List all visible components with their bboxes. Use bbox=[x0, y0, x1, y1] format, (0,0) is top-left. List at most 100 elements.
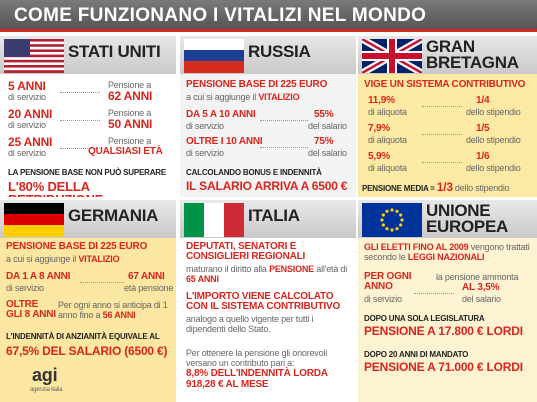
label: di servizio bbox=[8, 120, 46, 130]
leader bbox=[260, 120, 308, 121]
fraction: 1/6 bbox=[476, 151, 490, 162]
leader bbox=[422, 162, 462, 163]
key: LEGGI NAZIONALI bbox=[407, 252, 485, 262]
note: PENSIONE MEDIA = 1/3 dello stipendio bbox=[362, 181, 510, 194]
leader bbox=[60, 120, 100, 121]
leader bbox=[80, 282, 124, 283]
panel-germany: GERMANIA PENSIONE BASE DI 225 EURO a cui… bbox=[0, 200, 176, 402]
panel-russia: RUSSIA PENSIONE BASE DI 225 EURO a cui s… bbox=[180, 36, 356, 197]
text: analogo a quello vigente per tutti i dip… bbox=[186, 314, 314, 334]
label: Pensione a bbox=[108, 108, 152, 118]
panel-header: STATI UNITI bbox=[0, 36, 176, 74]
rate: 7,9% bbox=[368, 123, 390, 134]
flag-italy bbox=[184, 203, 244, 237]
age: 62 ANNI bbox=[108, 89, 153, 103]
label: di aliquota bbox=[368, 107, 407, 117]
label: di aliquota bbox=[368, 135, 407, 145]
panel-header: UNIONE EUROPEA bbox=[358, 200, 537, 238]
line: maturano il diritto alla PENSIONE all'et… bbox=[186, 264, 351, 284]
label: Pensione a bbox=[108, 136, 152, 146]
pct: AL 3,5% bbox=[462, 282, 500, 293]
age: 65 ANNI bbox=[186, 274, 219, 284]
highlight: 8,8% DELL'INDENNITÀ LORDA bbox=[186, 368, 328, 379]
text: a cui si aggiunge il bbox=[186, 92, 257, 102]
country-name: GERMANIA bbox=[68, 206, 159, 225]
line: GLI ELETTI FINO AL 2009 vengono trattati… bbox=[364, 242, 534, 262]
pct: 55% bbox=[314, 109, 334, 120]
highlight: PENSIONE A 17.800 € LORDI bbox=[364, 324, 523, 338]
years: OLTRE I 10 ANNI bbox=[186, 136, 263, 147]
label: Pensione a bbox=[108, 80, 152, 90]
fraction: 1/4 bbox=[476, 95, 490, 106]
intro: VIGE UN SISTEMA CONTRIBUTIVO bbox=[364, 79, 526, 90]
heading: GLI ELETTI FINO AL 2009 bbox=[364, 242, 469, 252]
text: PENSIONE MEDIA = bbox=[362, 184, 435, 193]
fraction: 1/5 bbox=[476, 123, 490, 134]
age: QUALSIASI ETÀ bbox=[88, 146, 163, 157]
flag-usa bbox=[4, 39, 64, 73]
years: DA 5 A 10 ANNI bbox=[186, 109, 256, 120]
leader bbox=[422, 134, 462, 135]
panel-italy: ITALIA DEPUTATI, SENATORI E CONSIGLIERI … bbox=[180, 200, 356, 402]
text: all'età di bbox=[316, 264, 348, 274]
age: 56 ANNI bbox=[102, 310, 136, 320]
label: del salario bbox=[308, 121, 347, 131]
years: PER OGNI ANNO bbox=[364, 271, 412, 292]
text: Per ogni anno si anticipa di 1 anno fino… bbox=[58, 300, 168, 320]
label: di servizio bbox=[364, 294, 402, 304]
title: COME FUNZIONANO I VITALIZI NEL MONDO bbox=[0, 0, 537, 32]
years: OLTRE GLI 8 ANNI bbox=[6, 299, 56, 320]
leader bbox=[60, 92, 100, 93]
panel-header: RUSSIA bbox=[180, 36, 356, 74]
flag-uk bbox=[362, 39, 422, 73]
panel-header: GERMANIA bbox=[0, 200, 176, 238]
highlight: IL SALARIO ARRIVA A 6500 € bbox=[186, 179, 348, 193]
label: dello stipendio bbox=[466, 163, 521, 173]
heading: L'IMPORTO VIENE CALCOLATO CON IL SISTEMA… bbox=[186, 291, 341, 312]
line: Per ogni anno si anticipa di 1 anno fino… bbox=[58, 300, 174, 320]
panel-uk: GRAN BRETAGNA VIGE UN SISTEMA CONTRIBUTI… bbox=[358, 36, 537, 197]
years: 5 ANNI bbox=[8, 79, 46, 93]
country-name: GRAN BRETAGNA bbox=[426, 37, 519, 72]
text: a cui si aggiunge il bbox=[6, 254, 77, 264]
age: 67 ANNI bbox=[128, 271, 165, 282]
flag-germany bbox=[4, 203, 64, 237]
panel-usa: STATI UNITI 5 ANNI di servizio Pensione … bbox=[0, 36, 176, 197]
highlight: 918,28 € AL MESE bbox=[186, 379, 269, 390]
years: DA 1 A 8 ANNI bbox=[6, 271, 71, 282]
key: VITALIZIO bbox=[258, 92, 300, 102]
highlight: 67,5% DEL SALARIO (6500 €) bbox=[6, 344, 168, 358]
label: di servizio bbox=[8, 148, 46, 158]
leader bbox=[60, 148, 100, 149]
flag-eu bbox=[362, 203, 422, 237]
text: Per ottenere la pensione gli onorevoli v… bbox=[186, 348, 327, 368]
base: PENSIONE BASE DI 225 EURO bbox=[186, 79, 328, 90]
panel-header: GRAN BRETAGNA bbox=[358, 36, 537, 74]
label: dello stipendio bbox=[466, 135, 521, 145]
key: VITALIZIO bbox=[78, 254, 120, 264]
rate: 5,9% bbox=[368, 151, 390, 162]
note: LA PENSIONE BASE NON PUÒ SUPERARE bbox=[8, 168, 167, 177]
note: CALCOLANDO BONUS E INDENNITÀ bbox=[186, 168, 322, 177]
years: 25 ANNI bbox=[8, 135, 53, 149]
leader bbox=[260, 147, 308, 148]
label: di aliquota bbox=[368, 163, 407, 173]
note: L'INDENNITÀ DI ANZIANITÀ EQUIVALE AL bbox=[6, 332, 160, 341]
highlight: L'80% DELLA RETRIBUZIONE bbox=[8, 179, 103, 197]
highlight: PENSIONE A 71.000 € LORDI bbox=[364, 360, 523, 374]
label: di servizio bbox=[8, 92, 46, 102]
logo: agi bbox=[32, 365, 58, 385]
flag-russia bbox=[184, 39, 244, 73]
label: di servizio bbox=[186, 121, 224, 131]
label: di servizio bbox=[186, 148, 224, 158]
years: 20 ANNI bbox=[8, 107, 53, 121]
note: DOPO UNA SOLA LEGISLATURA bbox=[364, 314, 485, 323]
country-name: RUSSIA bbox=[248, 42, 311, 61]
country-name: STATI UNITI bbox=[68, 42, 161, 61]
key: PENSIONE bbox=[269, 264, 314, 274]
label: la pensione ammonta bbox=[436, 272, 519, 282]
note: DOPO 20 ANNI DI MANDATO bbox=[364, 350, 469, 359]
label: del salario bbox=[462, 294, 501, 304]
